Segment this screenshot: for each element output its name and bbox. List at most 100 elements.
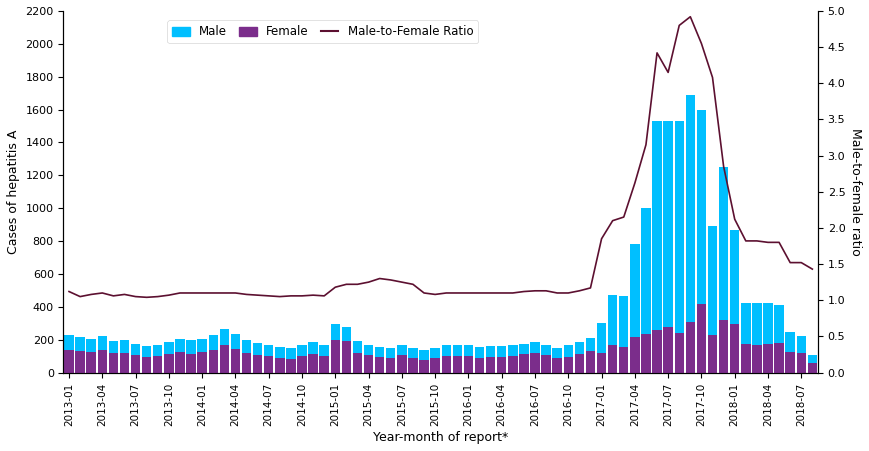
Bar xyxy=(142,346,151,373)
Bar xyxy=(719,320,728,373)
Bar xyxy=(686,322,695,373)
Bar xyxy=(630,337,640,373)
Bar xyxy=(763,344,773,373)
Male-to-Female Ratio xyxy=(740,238,751,244)
Bar xyxy=(653,330,662,373)
Bar xyxy=(220,345,229,373)
Bar xyxy=(353,341,362,373)
Bar xyxy=(608,295,617,373)
Bar xyxy=(76,351,85,373)
Bar xyxy=(375,357,384,373)
Bar xyxy=(464,345,473,373)
Male-to-Female Ratio xyxy=(663,70,673,75)
Bar xyxy=(574,342,584,373)
Bar xyxy=(807,363,817,373)
Bar xyxy=(708,226,717,373)
Line: Male-to-Female Ratio: Male-to-Female Ratio xyxy=(69,17,813,297)
Bar xyxy=(619,347,628,373)
Bar xyxy=(397,345,407,373)
Bar xyxy=(64,335,74,373)
Bar xyxy=(286,348,295,373)
Bar xyxy=(120,353,129,373)
Bar xyxy=(308,342,318,373)
Bar xyxy=(586,338,595,373)
Bar xyxy=(586,351,595,373)
Bar xyxy=(519,354,528,373)
Bar xyxy=(231,334,240,373)
Bar xyxy=(797,353,806,373)
Bar xyxy=(264,356,274,373)
Bar xyxy=(320,345,328,373)
Bar xyxy=(597,353,607,373)
Male-to-Female Ratio xyxy=(142,295,152,300)
Bar xyxy=(320,356,328,373)
Bar xyxy=(242,353,251,373)
Bar xyxy=(497,357,507,373)
Bar xyxy=(530,342,540,373)
Legend: Male, Female, Male-to-Female Ratio: Male, Female, Male-to-Female Ratio xyxy=(168,20,478,43)
Bar xyxy=(453,345,462,373)
Bar xyxy=(209,350,218,373)
Bar xyxy=(186,341,196,373)
Y-axis label: Male-to-female ratio: Male-to-female ratio xyxy=(849,128,862,256)
Bar xyxy=(497,346,507,373)
Bar xyxy=(653,121,662,373)
Bar xyxy=(264,345,274,373)
Bar xyxy=(286,359,295,373)
Bar xyxy=(441,345,451,373)
Bar xyxy=(386,348,395,373)
Bar xyxy=(131,355,140,373)
Bar xyxy=(164,342,174,373)
Bar xyxy=(364,345,374,373)
Male-to-Female Ratio xyxy=(752,238,762,244)
Bar xyxy=(142,357,151,373)
Male-to-Female Ratio xyxy=(63,289,74,294)
Bar xyxy=(176,339,185,373)
Bar xyxy=(697,110,706,373)
Bar xyxy=(441,356,451,373)
Male-to-Female Ratio xyxy=(807,267,818,272)
Bar xyxy=(375,347,384,373)
Bar xyxy=(253,343,262,373)
Bar xyxy=(342,341,351,373)
Bar xyxy=(308,354,318,373)
Bar xyxy=(386,358,395,373)
X-axis label: Year-month of report*: Year-month of report* xyxy=(373,431,508,444)
Bar xyxy=(109,341,118,373)
Bar xyxy=(530,353,540,373)
Bar xyxy=(641,334,651,373)
Bar xyxy=(730,230,740,373)
Bar xyxy=(564,345,573,373)
Bar xyxy=(641,208,651,373)
Bar xyxy=(597,323,607,373)
Bar xyxy=(120,341,129,373)
Bar xyxy=(730,324,740,373)
Bar xyxy=(708,335,717,373)
Bar xyxy=(619,296,628,373)
Bar xyxy=(430,358,440,373)
Bar xyxy=(686,95,695,373)
Y-axis label: Cases of hepatitis A: Cases of hepatitis A xyxy=(7,129,20,254)
Bar xyxy=(131,344,140,373)
Male-to-Female Ratio xyxy=(607,218,618,223)
Bar xyxy=(297,345,307,373)
Bar xyxy=(553,348,562,373)
Male-to-Female Ratio xyxy=(574,288,585,294)
Bar xyxy=(87,352,96,373)
Bar xyxy=(330,340,340,373)
Bar xyxy=(797,336,806,373)
Bar xyxy=(564,357,573,373)
Bar xyxy=(553,358,562,373)
Bar xyxy=(430,348,440,373)
Bar xyxy=(297,356,307,373)
Bar xyxy=(408,358,418,373)
Bar xyxy=(97,350,107,373)
Bar xyxy=(741,344,751,373)
Bar xyxy=(663,327,673,373)
Bar xyxy=(519,344,528,373)
Bar xyxy=(275,358,284,373)
Bar xyxy=(763,303,773,373)
Bar xyxy=(153,356,163,373)
Bar xyxy=(176,352,185,373)
Bar xyxy=(153,345,163,373)
